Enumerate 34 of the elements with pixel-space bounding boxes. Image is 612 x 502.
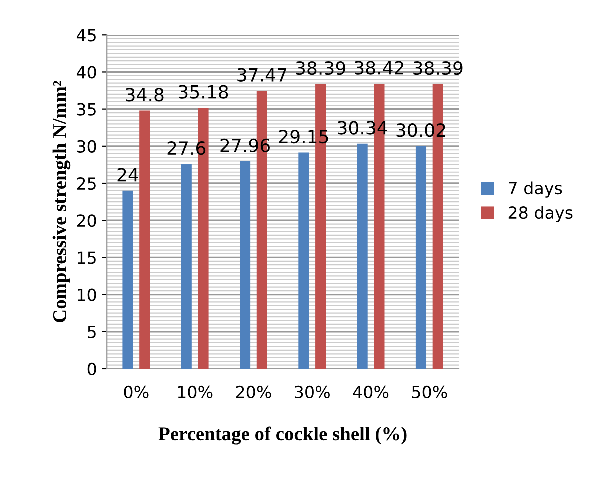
y-axis-title: Compressive strength N/mm² — [52, 81, 71, 322]
x-axis-title: Percentage of cockle shell (%) — [158, 426, 407, 445]
x-tick-label: 30% — [295, 386, 330, 399]
y-tick-label: 45 — [76, 29, 96, 42]
data-label: 38.39 — [414, 61, 463, 76]
data-label: 38.39 — [296, 61, 346, 76]
bar — [122, 190, 134, 369]
x-tick-label: 50% — [412, 386, 448, 399]
x-tick-label: 20% — [236, 386, 272, 399]
y-tick-label: 15 — [78, 252, 96, 264]
bar — [181, 164, 192, 369]
y-tick-label: 30 — [77, 140, 96, 153]
bar — [140, 110, 150, 369]
y-tick-label: 25 — [77, 177, 96, 190]
data-label: 24 — [118, 168, 138, 182]
y-tick-label: 35 — [77, 103, 96, 116]
legend-label: 7 days — [509, 182, 562, 198]
y-tick-label: 20 — [77, 214, 96, 228]
data-label: 37.47 — [238, 68, 286, 82]
data-label: 34.8 — [126, 88, 164, 102]
data-label: 35.18 — [179, 85, 228, 99]
x-tick-label: 10% — [178, 386, 213, 399]
y-tick-label: 0 — [88, 362, 96, 376]
legend-label: 28 days — [508, 206, 573, 222]
x-tick-label: 40% — [353, 386, 389, 399]
x-tick-label: 0% — [124, 386, 149, 399]
y-tick-label: 10 — [78, 288, 96, 302]
bar — [416, 146, 427, 369]
bar — [298, 152, 310, 369]
bar — [357, 144, 368, 369]
y-tick-label: 5 — [88, 326, 96, 338]
data-label: 38.42 — [355, 61, 404, 75]
bar — [240, 162, 251, 369]
y-tick-label: 40 — [76, 66, 96, 79]
